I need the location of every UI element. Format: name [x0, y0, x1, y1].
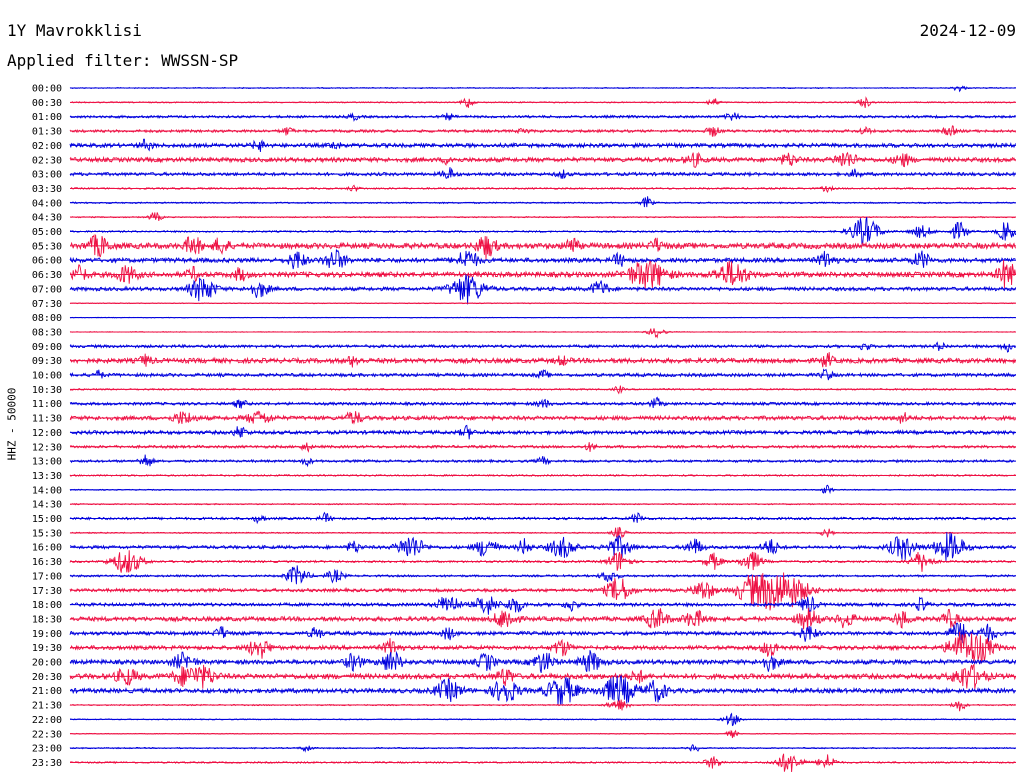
time-tick-label: 17:30	[32, 586, 62, 597]
seismic-trace-0030	[70, 96, 1016, 108]
time-tick-label: 14:30	[32, 500, 62, 511]
seismic-trace-2230	[69, 729, 1016, 739]
time-tick-label: 15:30	[32, 528, 62, 539]
time-tick-label: 09:00	[32, 342, 62, 353]
time-tick-label: 16:30	[32, 557, 62, 568]
time-tick-label: 01:30	[32, 127, 62, 138]
time-tick-label: 11:00	[32, 399, 62, 410]
time-tick-label: 19:00	[32, 629, 62, 640]
time-tick-label: 23:00	[32, 744, 62, 755]
seismic-trace-0300	[69, 167, 1016, 179]
time-tick-label: 00:00	[32, 84, 62, 95]
time-tick-label: 06:00	[32, 256, 62, 267]
time-tick-label: 04:00	[32, 198, 62, 209]
time-tick-label: 13:00	[32, 457, 62, 468]
time-tick-label: 04:30	[32, 213, 62, 224]
time-tick-label: 10:00	[32, 371, 62, 382]
station-title: 1Y Mavrokklisi	[7, 21, 142, 40]
time-tick-label: 13:30	[32, 471, 62, 482]
seismic-trace-1900	[69, 622, 1016, 644]
time-tick-label: 00:30	[32, 98, 62, 109]
time-tick-label: 12:30	[32, 442, 62, 453]
time-tick-label: 02:30	[32, 155, 62, 166]
time-tick-label: 08:30	[32, 327, 62, 338]
filter-label: Applied filter: WWSSN-SP	[7, 51, 239, 70]
time-tick-label: 17:00	[32, 571, 62, 582]
time-tick-label: 14:00	[32, 485, 62, 496]
seismic-trace-1930	[69, 631, 1017, 665]
time-tick-label: 05:00	[32, 227, 62, 238]
seismic-trace-0900	[69, 341, 1016, 353]
seismic-trace-0230	[69, 151, 1016, 168]
time-tick-label: 15:00	[32, 514, 62, 525]
seismic-trace-0200	[69, 138, 1017, 153]
time-tick-label: 07:00	[32, 284, 62, 295]
seismic-trace-0400	[69, 196, 1016, 208]
time-tick-label: 06:30	[32, 270, 62, 281]
seismic-trace-0000	[69, 85, 1016, 93]
time-tick-label: 18:00	[32, 600, 62, 611]
time-tick-label: 02:00	[32, 141, 62, 152]
seismic-trace-2030	[69, 663, 1017, 689]
time-tick-label: 11:30	[32, 414, 62, 425]
time-tick-label: 19:30	[32, 643, 62, 654]
time-tick-label: 07:30	[32, 299, 62, 310]
time-tick-label: 18:30	[32, 614, 62, 625]
seismic-trace-1130	[69, 410, 1016, 425]
time-tick-label: 10:30	[32, 385, 62, 396]
time-tick-label: 16:00	[32, 543, 62, 554]
time-tick-label: 21:30	[32, 701, 62, 712]
time-tick-label: 05:30	[32, 241, 62, 252]
seismic-trace-1830	[69, 607, 1017, 631]
seismic-trace-1100	[69, 396, 1016, 409]
seismic-trace-1800	[69, 595, 1016, 615]
seismic-trace-0600	[69, 249, 1016, 270]
date-label: 2024-12-09	[919, 21, 1016, 40]
time-tick-label: 22:30	[32, 729, 62, 740]
seismic-trace-1400	[69, 484, 1016, 495]
time-tick-label: 23:30	[32, 758, 62, 769]
time-tick-label: 03:00	[32, 170, 62, 181]
time-tick-label: 21:00	[32, 686, 62, 697]
time-tick-label: 01:00	[32, 112, 62, 123]
seismic-trace-1300	[69, 454, 1016, 468]
seismic-trace-2100	[69, 674, 1016, 706]
seismic-trace-1700	[69, 565, 1016, 585]
seismic-trace-0530	[69, 233, 1017, 260]
time-tick-label: 08:00	[32, 313, 62, 324]
time-tick-label: 09:30	[32, 356, 62, 367]
seismic-trace-0930	[69, 352, 1017, 368]
seismic-trace-1500	[69, 511, 1016, 525]
time-tick-label: 03:30	[32, 184, 62, 195]
time-tick-label: 20:00	[32, 658, 62, 669]
time-tick-label: 22:00	[32, 715, 62, 726]
time-tick-label: 12:00	[32, 428, 62, 439]
seismic-trace-0830	[69, 328, 1016, 339]
seismic-trace-1730	[69, 572, 1016, 611]
time-tick-label: 20:30	[32, 672, 62, 683]
